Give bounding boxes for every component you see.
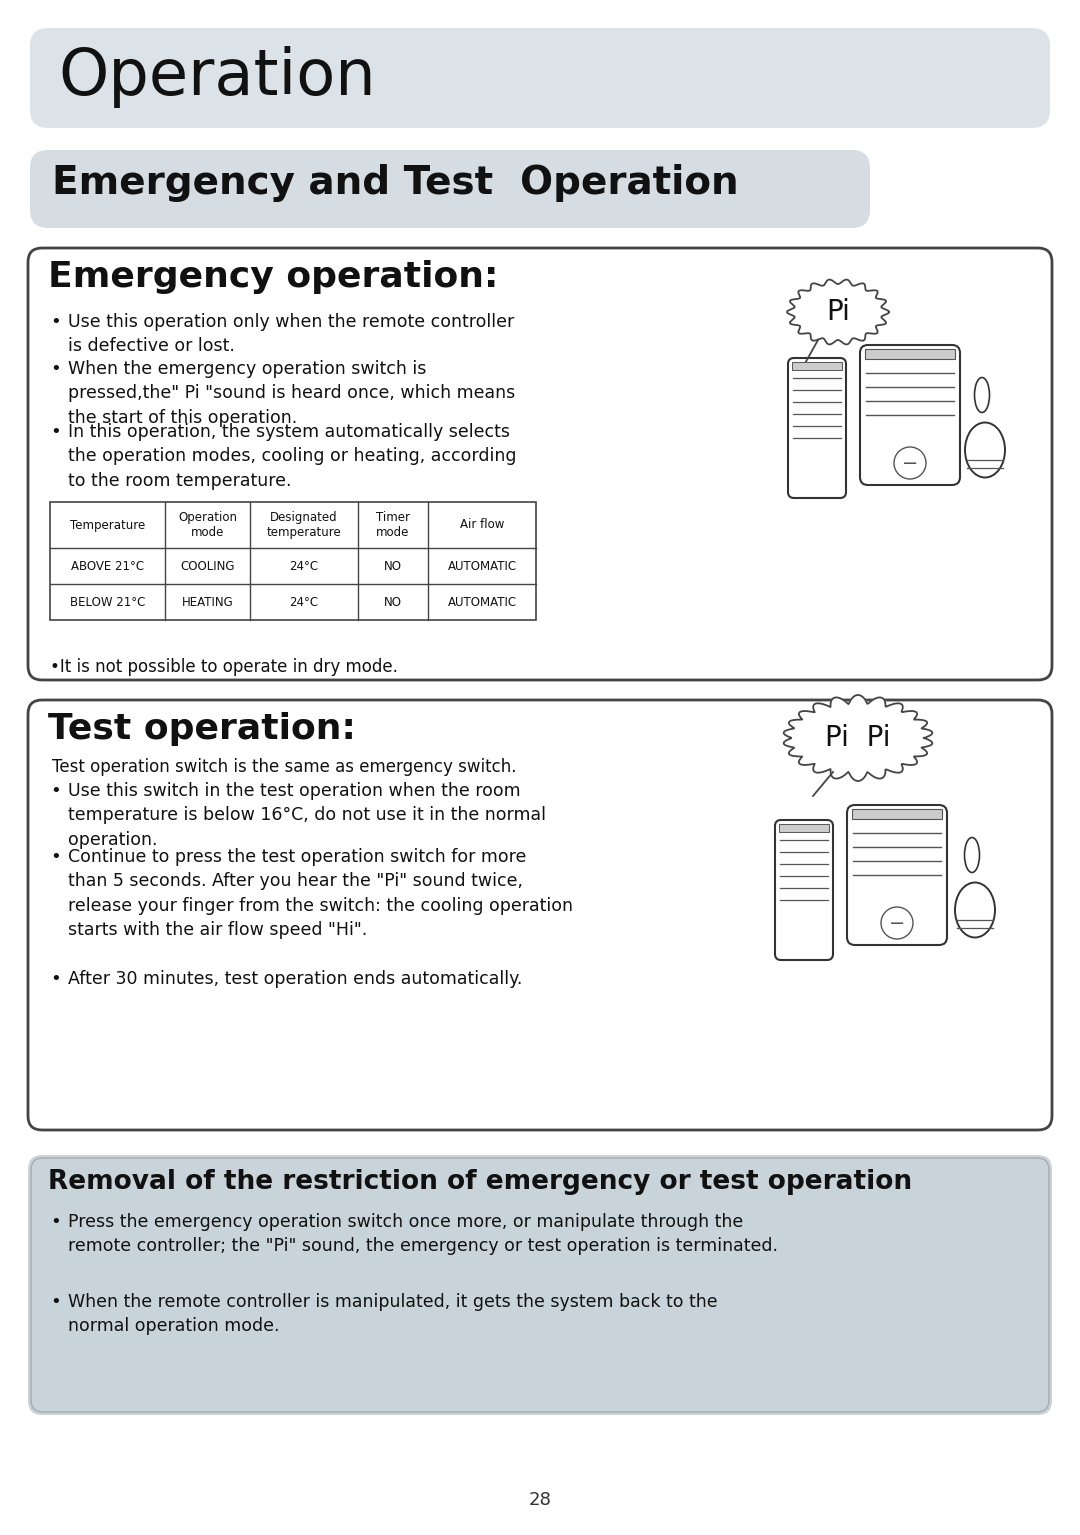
Polygon shape bbox=[784, 695, 932, 781]
Text: •: • bbox=[50, 424, 60, 441]
Text: ABOVE 21°C: ABOVE 21°C bbox=[71, 559, 144, 573]
Text: HEATING: HEATING bbox=[181, 596, 233, 608]
Text: Use this switch in the test operation when the room
temperature is below 16°C, d: Use this switch in the test operation wh… bbox=[68, 781, 546, 849]
Text: •: • bbox=[50, 781, 60, 800]
Text: COOLING: COOLING bbox=[180, 559, 234, 573]
Text: •: • bbox=[50, 1292, 60, 1311]
Text: Continue to press the test operation switch for more
than 5 seconds. After you h: Continue to press the test operation swi… bbox=[68, 847, 573, 939]
Text: Operation
mode: Operation mode bbox=[178, 511, 237, 539]
Text: In this operation, the system automatically selects
the operation modes, cooling: In this operation, the system automatica… bbox=[68, 424, 516, 490]
Ellipse shape bbox=[955, 883, 995, 938]
Text: Timer
mode: Timer mode bbox=[376, 511, 410, 539]
Text: Use this operation only when the remote controller
is defective or lost.: Use this operation only when the remote … bbox=[68, 313, 514, 355]
Text: −: − bbox=[902, 453, 918, 473]
Text: NO: NO bbox=[384, 559, 402, 573]
FancyBboxPatch shape bbox=[28, 700, 1052, 1130]
Ellipse shape bbox=[974, 378, 989, 413]
FancyBboxPatch shape bbox=[847, 804, 947, 946]
Text: NO: NO bbox=[384, 596, 402, 608]
Polygon shape bbox=[787, 279, 889, 344]
Text: Designated
temperature: Designated temperature bbox=[267, 511, 341, 539]
Text: AUTOMATIC: AUTOMATIC bbox=[447, 559, 516, 573]
Text: When the emergency operation switch is
pressed,the" Pi "sound is heard once, whi: When the emergency operation switch is p… bbox=[68, 361, 515, 427]
Text: Emergency and Test  Operation: Emergency and Test Operation bbox=[52, 164, 739, 203]
Text: 24°C: 24°C bbox=[289, 596, 319, 608]
Bar bbox=[50, 502, 536, 620]
Text: 24°C: 24°C bbox=[289, 559, 319, 573]
Text: •: • bbox=[50, 313, 60, 332]
Bar bbox=[852, 809, 942, 820]
Text: •: • bbox=[50, 361, 60, 378]
Text: Operation: Operation bbox=[58, 46, 376, 107]
Bar bbox=[779, 824, 829, 832]
Text: •: • bbox=[50, 847, 60, 866]
Text: •It is not possible to operate in dry mode.: •It is not possible to operate in dry mo… bbox=[50, 659, 397, 675]
Text: •: • bbox=[50, 970, 60, 989]
Text: AUTOMATIC: AUTOMATIC bbox=[447, 596, 516, 608]
Text: Test operation switch is the same as emergency switch.: Test operation switch is the same as eme… bbox=[52, 758, 516, 777]
Bar bbox=[865, 348, 955, 359]
Ellipse shape bbox=[966, 422, 1005, 477]
Text: Pi: Pi bbox=[826, 298, 850, 325]
Text: Temperature: Temperature bbox=[70, 519, 145, 531]
FancyBboxPatch shape bbox=[28, 249, 1052, 680]
Text: Press the emergency operation switch once more, or manipulate through the
remote: Press the emergency operation switch onc… bbox=[68, 1213, 778, 1256]
Text: Pi  Pi: Pi Pi bbox=[825, 725, 891, 752]
Text: Removal of the restriction of emergency or test operation: Removal of the restriction of emergency … bbox=[48, 1170, 913, 1196]
Text: After 30 minutes, test operation ends automatically.: After 30 minutes, test operation ends au… bbox=[68, 970, 523, 989]
Ellipse shape bbox=[964, 838, 980, 872]
Text: •: • bbox=[50, 1213, 60, 1231]
Text: Air flow: Air flow bbox=[460, 519, 504, 531]
FancyBboxPatch shape bbox=[860, 345, 960, 485]
FancyBboxPatch shape bbox=[30, 28, 1050, 127]
Text: Emergency operation:: Emergency operation: bbox=[48, 259, 498, 295]
Bar bbox=[792, 362, 842, 370]
FancyBboxPatch shape bbox=[775, 820, 833, 959]
FancyBboxPatch shape bbox=[788, 358, 846, 497]
Text: Test operation:: Test operation: bbox=[48, 712, 356, 746]
FancyBboxPatch shape bbox=[30, 150, 870, 229]
Text: 28: 28 bbox=[528, 1490, 552, 1509]
Text: −: − bbox=[889, 913, 905, 932]
Text: BELOW 21°C: BELOW 21°C bbox=[70, 596, 145, 608]
FancyBboxPatch shape bbox=[28, 1154, 1052, 1415]
Text: When the remote controller is manipulated, it gets the system back to the
normal: When the remote controller is manipulate… bbox=[68, 1292, 717, 1335]
